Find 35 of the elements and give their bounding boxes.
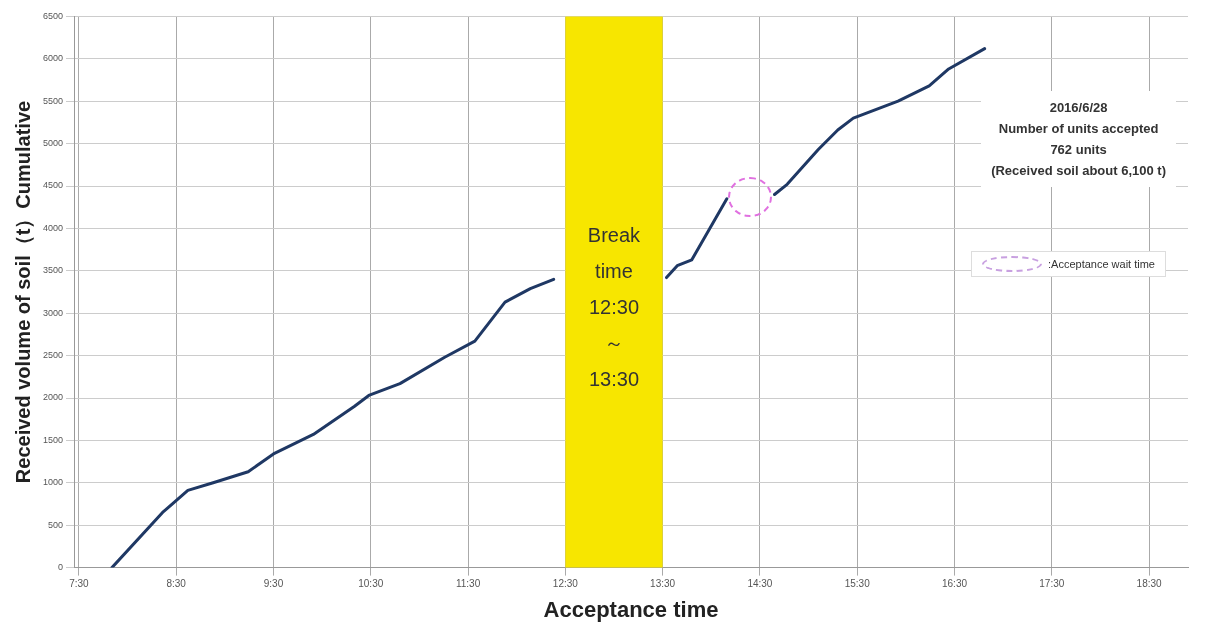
x-tick-label: 8:30 [166,578,187,590]
x-tick-label: 18:30 [1136,578,1163,590]
x-tick-label: 14:30 [747,578,773,590]
y-tick-label: 4000 [42,222,64,233]
x-tick-label: 11:30 [455,578,481,590]
y-tick-label: 1000 [42,477,64,488]
x-tick-label: 10:30 [358,578,384,590]
y-tick-label: 3500 [42,265,64,276]
x-tick-label: 17:30 [1039,578,1065,590]
y-axis-title: Received volume of soil（t）Cumulative [11,100,34,484]
x-tick-label: 9:30 [263,578,284,590]
annotation: :Acceptance wait time [1048,258,1155,271]
band-label: Break time 12:30 ～ 13:30 [587,223,642,390]
annotation: 2016/6/28 [1048,99,1109,118]
y-tick-label: 0 [58,562,64,573]
y-tick-label: 6000 [42,53,64,64]
x-tick-label: 15:30 [844,578,871,590]
y-tick-label: 6500 [42,10,64,21]
y-tick-label: 3000 [42,307,64,318]
annotation: Number of units accepted [997,120,1160,139]
x-tick-label: 16:30 [941,578,968,590]
x-tick-label: 13:30 [650,578,676,590]
annotation: 762 units [1049,141,1108,160]
y-tick-label: 2500 [42,350,64,361]
key-box: :Acceptance wait time [971,251,1166,278]
x-tick-label: 7:30 [69,578,90,590]
y-tick-label: 500 [47,519,64,530]
x-tick-label: 12:30 [552,578,579,590]
y-tick-label: 4500 [42,180,64,191]
y-tick-label: 1500 [42,434,64,445]
annotation: (Received soil about 6,100 t) [991,162,1166,181]
y-tick-label: 5000 [42,138,64,149]
x-axis-title: Acceptance time [543,596,719,622]
y-tick-label: 2000 [42,392,64,403]
y-tick-label: 5500 [42,95,64,106]
